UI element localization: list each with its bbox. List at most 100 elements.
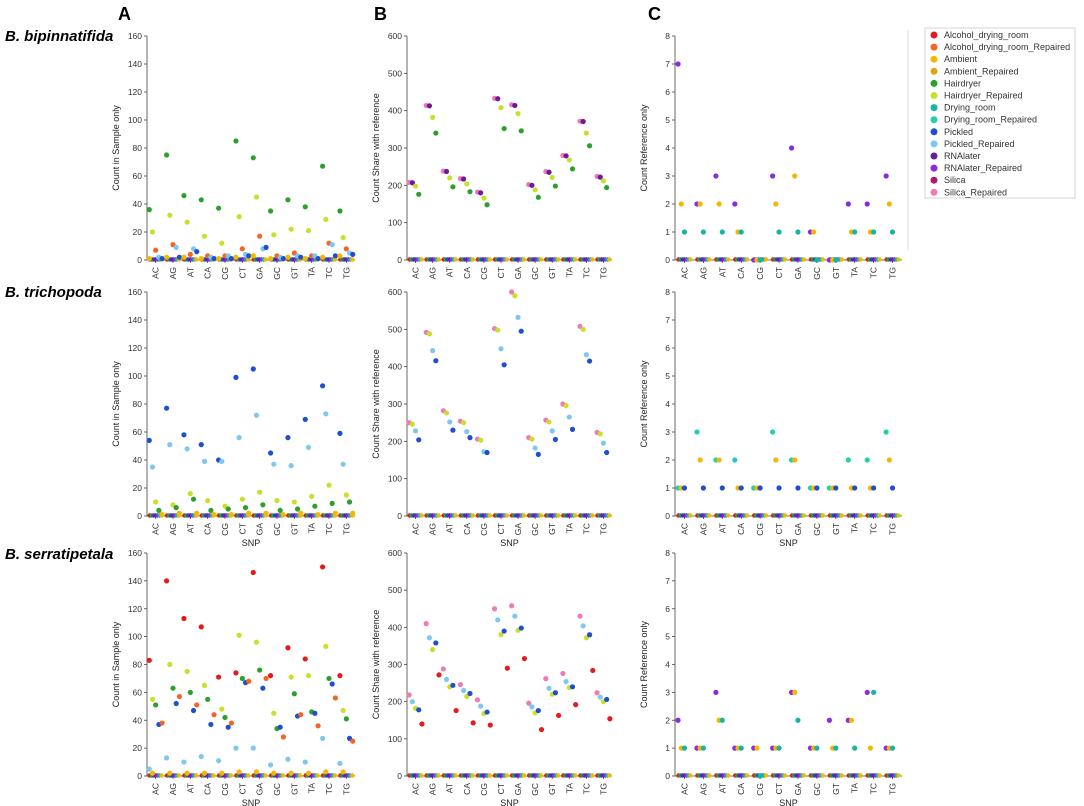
data-point xyxy=(681,229,688,235)
data-point xyxy=(225,506,231,512)
data-point xyxy=(271,232,277,238)
data-point xyxy=(700,485,706,491)
data-point xyxy=(883,173,889,179)
y-tick-label: 400 xyxy=(388,622,402,632)
y-tick-label: 80 xyxy=(133,660,143,670)
x-tick-label: TG xyxy=(598,523,608,535)
data-point xyxy=(563,402,569,409)
data-point xyxy=(302,656,308,662)
legend-label: Drying_room xyxy=(944,103,996,113)
y-tick-label: 6 xyxy=(665,87,670,97)
data-point xyxy=(543,676,549,682)
data-point xyxy=(757,257,763,263)
panel-B-1: 0 100 200 300 400 500 600 AC AG AT CA CG CT GA GC GT TA T… xyxy=(371,31,612,280)
data-point xyxy=(211,511,217,518)
x-tick-label: TC xyxy=(581,267,591,278)
legend-box xyxy=(924,27,1076,199)
y-tick-label: 120 xyxy=(128,604,142,614)
data-point xyxy=(864,457,870,463)
data-point xyxy=(719,485,725,491)
data-point xyxy=(738,229,744,235)
x-tick-label: GT xyxy=(547,523,557,535)
data-point xyxy=(792,457,798,463)
data-point xyxy=(184,219,190,225)
x-tick-label: GA xyxy=(513,267,523,280)
x-tick-label: TA xyxy=(564,783,574,794)
column-label-B: B xyxy=(374,4,387,24)
data-point xyxy=(430,647,436,653)
x-tick-label: TG xyxy=(598,267,608,279)
x-tick-label: CG xyxy=(220,523,230,536)
data-point xyxy=(546,419,552,425)
x-tick-label: AC xyxy=(411,783,421,795)
data-point xyxy=(298,712,304,718)
data-point xyxy=(156,507,162,513)
x-tick-label: TG xyxy=(888,267,898,279)
y-tick-label: 300 xyxy=(388,660,402,670)
data-point xyxy=(604,184,610,191)
data-point xyxy=(526,700,532,706)
baseline-point xyxy=(707,257,712,262)
baseline-point xyxy=(858,257,863,262)
data-point xyxy=(597,431,603,437)
data-point xyxy=(512,102,518,109)
x-tick-label: TC xyxy=(324,523,334,534)
x-tick-label: TG xyxy=(341,267,351,279)
data-point xyxy=(436,672,442,678)
baseline-point xyxy=(688,257,693,262)
data-point xyxy=(495,96,501,102)
data-point xyxy=(332,510,338,516)
x-tick-label: GT xyxy=(547,783,557,795)
data-point xyxy=(250,569,256,576)
data-point xyxy=(509,289,515,295)
baseline-point xyxy=(896,257,901,262)
data-point xyxy=(443,676,450,682)
y-tick-label: 2 xyxy=(665,715,670,725)
x-tick-label: CT xyxy=(496,783,506,794)
data-point xyxy=(205,696,211,702)
x-tick-label: CT xyxy=(496,267,506,278)
data-point xyxy=(250,366,256,372)
legend-item: Pickled_Repaired xyxy=(930,139,1015,149)
baseline-point xyxy=(436,773,441,778)
data-point xyxy=(194,249,200,255)
data-point xyxy=(675,61,681,67)
data-point xyxy=(416,191,422,197)
data-point xyxy=(268,208,274,214)
data-point xyxy=(586,358,593,364)
data-point xyxy=(208,721,214,728)
x-tick-label: GA xyxy=(255,267,265,280)
x-tick-label: AT xyxy=(717,523,727,533)
baseline-points xyxy=(407,773,612,778)
x-tick-label: GA xyxy=(513,783,523,796)
data-point xyxy=(538,726,545,733)
legend-label: Pickled xyxy=(944,127,973,137)
data-point xyxy=(309,493,315,499)
series-pickled xyxy=(156,680,353,741)
data-point xyxy=(242,505,249,511)
x-tick-label: GT xyxy=(289,267,299,279)
baseline-point xyxy=(573,513,578,518)
data-point xyxy=(337,430,343,436)
data-point xyxy=(246,253,252,259)
data-point xyxy=(833,745,839,751)
series-pickled xyxy=(146,366,343,463)
data-point xyxy=(453,707,459,714)
data-point xyxy=(257,489,263,495)
data-point xyxy=(222,714,228,721)
data-point xyxy=(149,696,156,702)
data-point xyxy=(845,201,851,207)
baseline-point xyxy=(436,513,441,518)
data-point xyxy=(563,153,569,159)
y-tick-label: 600 xyxy=(388,548,402,558)
baseline-point xyxy=(280,773,286,778)
y-tick-label: 20 xyxy=(133,743,143,753)
data-point xyxy=(474,697,481,703)
y-tick-label: 100 xyxy=(388,218,402,228)
data-point xyxy=(607,716,613,722)
x-axis-label: SNP xyxy=(500,538,519,548)
data-point xyxy=(586,143,593,149)
data-point xyxy=(329,500,335,506)
data-point xyxy=(412,428,419,434)
data-point xyxy=(443,168,450,175)
